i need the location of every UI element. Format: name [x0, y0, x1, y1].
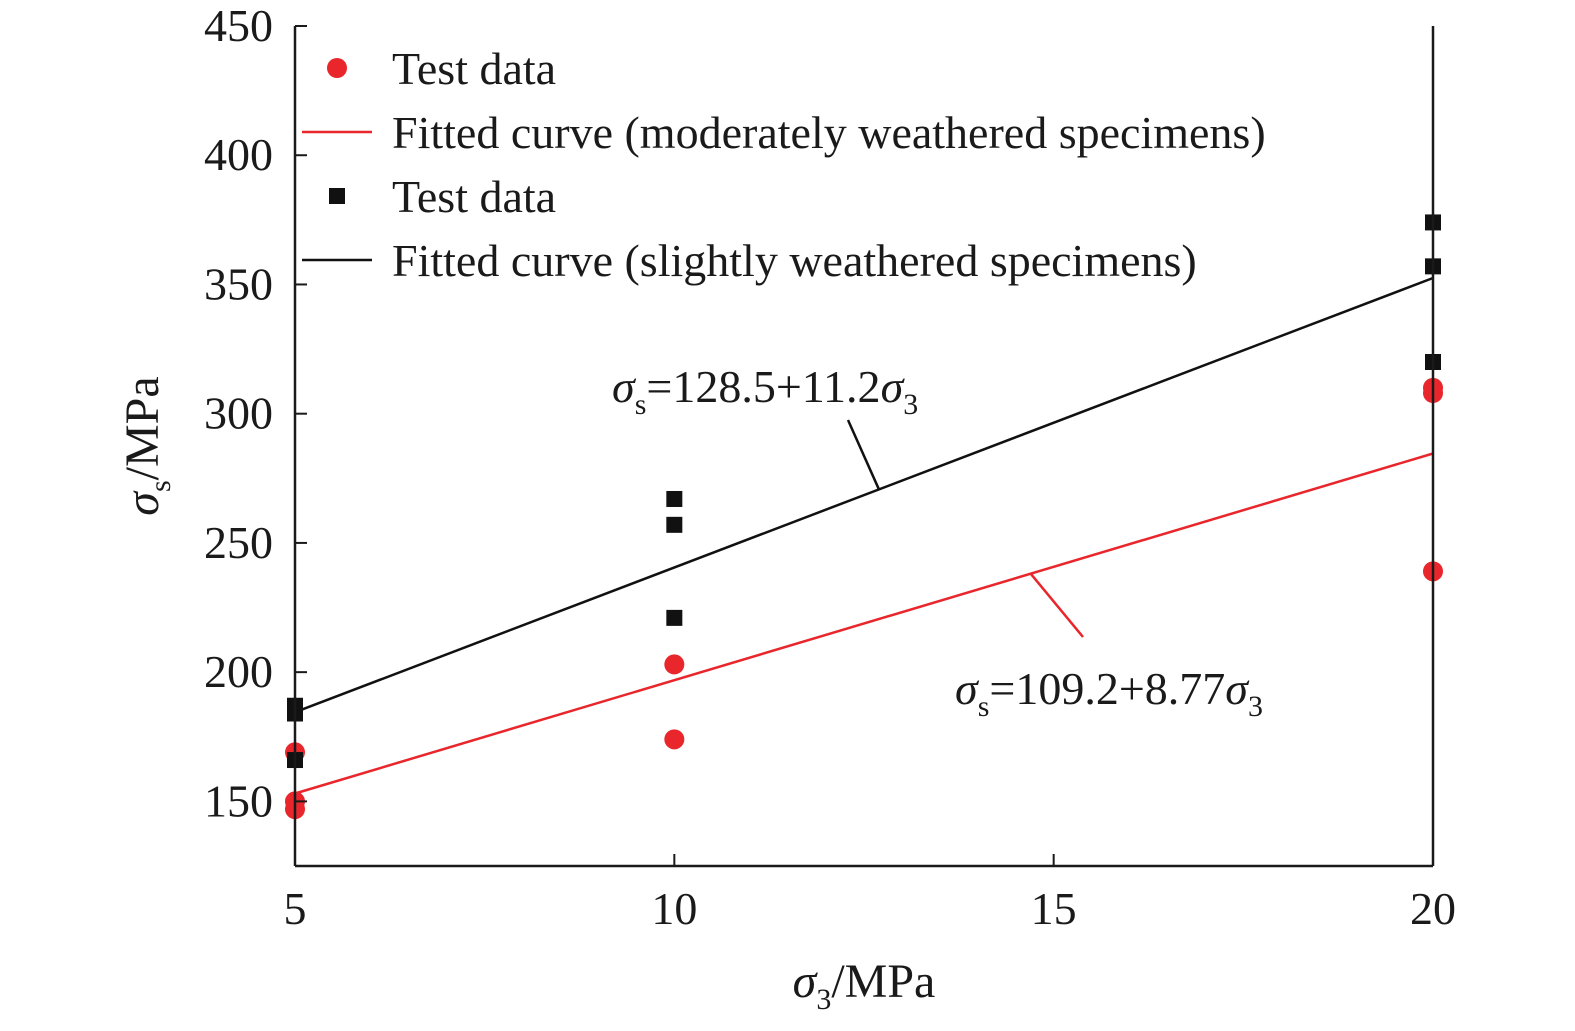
legend-label-1: Fitted curve (moderately weathered speci… — [392, 107, 1266, 158]
y-axis-title: σs/MPa — [116, 376, 177, 515]
axis-titles: σ3/MPa σs/MPa — [116, 376, 935, 1016]
y-tick-label-300: 300 — [204, 388, 273, 439]
x-tick-label-15: 15 — [1031, 883, 1077, 934]
x-tick-label-10: 10 — [651, 883, 697, 934]
annotations: σs=128.5+11.2σ3 σs=109.2+8.77σ3 — [612, 361, 1263, 723]
y-tick-label-150: 150 — [204, 775, 273, 826]
legend-marker-2 — [329, 188, 345, 204]
plot-marks — [285, 214, 1443, 820]
y-tick-label-450: 450 — [204, 0, 273, 51]
annotation-leader-1 — [1029, 573, 1084, 638]
legend: Test data Fitted curve (moderately weathe… — [302, 43, 1266, 286]
y-tick-label-250: 250 — [204, 517, 273, 568]
legend-label-3: Fitted curve (slightly weathered specime… — [392, 235, 1197, 286]
fit-line-1 — [294, 452, 1434, 795]
x-tick-label-20: 20 — [1410, 883, 1456, 934]
y-tick-label-350: 350 — [204, 258, 273, 309]
annotation-leader-0 — [846, 419, 881, 491]
data-point-square-2-4 — [666, 516, 683, 533]
annotation-equation-1: σs=109.2+8.77σ3 — [955, 663, 1263, 723]
fit-line-3 — [294, 276, 1434, 714]
x-axis-title: σ3/MPa — [793, 955, 936, 1016]
legend-label-0: Test data — [392, 43, 556, 94]
plot-frame — [293, 26, 1435, 868]
legend-label-2: Test data — [392, 171, 556, 222]
data-point-square-2-5 — [666, 609, 683, 626]
annotation-equation-0: σs=128.5+11.2σ3 — [612, 361, 918, 421]
y-tick-label-200: 200 — [204, 646, 273, 697]
data-point-circle-0-4 — [664, 729, 685, 750]
y-tick-label-400: 400 — [204, 129, 273, 180]
data-point-circle-0-3 — [664, 654, 685, 675]
legend-marker-0 — [327, 58, 347, 78]
axis-ticks: 5 10 15 20 150 200 250 300 350 400 450 — [204, 0, 1456, 934]
data-point-square-2-3 — [666, 490, 683, 507]
x-tick-label-5: 5 — [284, 883, 307, 934]
